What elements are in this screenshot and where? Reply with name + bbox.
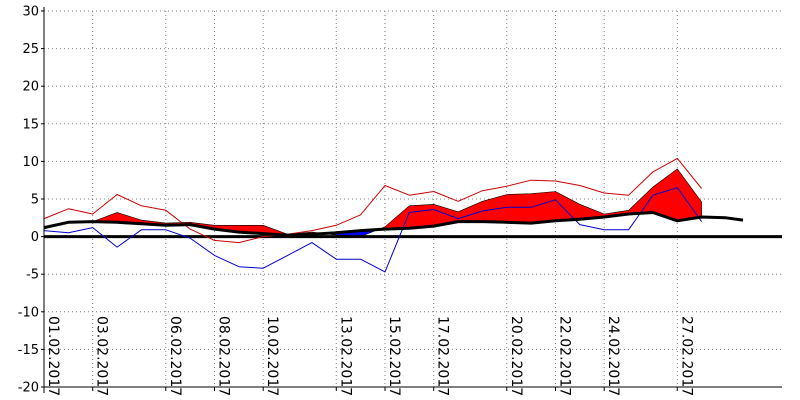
y-tick-labels: 30 25 20 15 10 5 0 -5 -10 -15 -20 (18, 5, 39, 396)
x-tick-label: 01.02.2017 (45, 316, 61, 396)
y-tick-label: 20 (22, 80, 39, 95)
norm-temperature-line (43, 211, 744, 237)
x-tick-label: 17.02.2017 (435, 316, 451, 396)
y-tick-label: 5 (31, 193, 39, 208)
y-tick-label: 0 (31, 230, 39, 245)
max-temperature-line (43, 157, 702, 244)
y-tick-label: 25 (22, 42, 39, 57)
y-tick-label: -15 (18, 343, 39, 358)
y-tick-label: -20 (18, 381, 39, 396)
x-tick-label: 03.02.2017 (94, 316, 110, 396)
y-tick-label: 30 (22, 5, 39, 20)
x-tick-label: 24.02.2017 (605, 316, 621, 396)
x-tick-label: 22.02.2017 (556, 316, 572, 396)
x-tick-label: 20.02.2017 (508, 316, 524, 396)
y-tick-label: -10 (18, 305, 39, 320)
x-tick-label: 13.02.2017 (337, 316, 353, 396)
x-tick-label: 27.02.2017 (678, 316, 694, 396)
above-norm-area (378, 168, 702, 230)
y-tick-label: 10 (22, 155, 39, 170)
x-tick-labels: 01.02.2017 03.02.2017 06.02.2017 08.02.2017… (45, 316, 694, 396)
x-tick-label: 10.02.2017 (264, 316, 280, 396)
axes (41, 7, 782, 393)
y-tick-label: -5 (26, 268, 39, 283)
x-tick-label: 15.02.2017 (386, 316, 402, 396)
x-tick-label: 08.02.2017 (215, 316, 231, 396)
min-temperature-line (43, 187, 703, 273)
series-lines (43, 157, 782, 273)
x-tick-label: 06.02.2017 (167, 316, 183, 396)
y-tick-label: 15 (22, 117, 39, 132)
deviation-areas (43, 168, 702, 237)
